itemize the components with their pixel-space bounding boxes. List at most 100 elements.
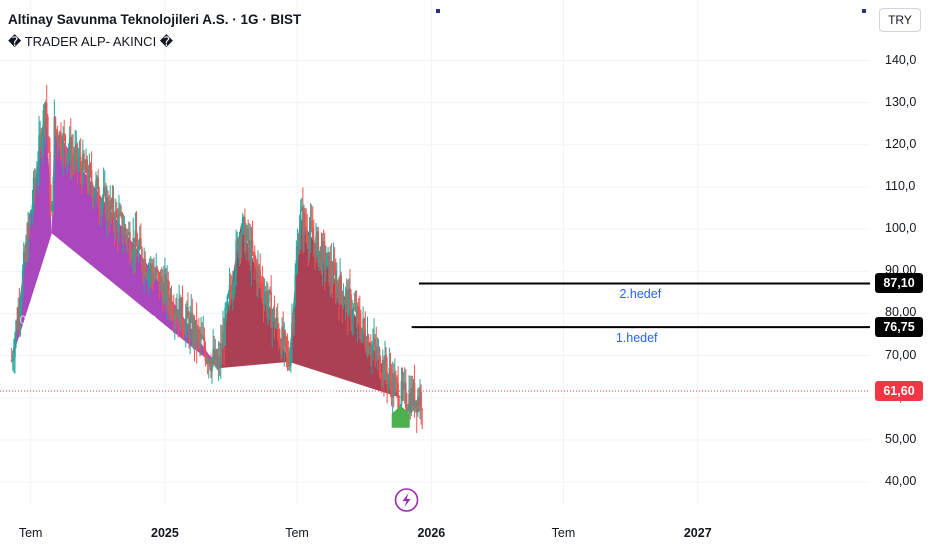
candle-body xyxy=(391,373,394,398)
candle-body xyxy=(363,318,366,330)
candle-body xyxy=(280,344,282,356)
candle-body xyxy=(38,135,40,168)
candle-body xyxy=(415,400,418,413)
candle-body xyxy=(214,350,217,363)
candle-body xyxy=(65,149,68,161)
candle-body xyxy=(225,307,228,309)
candle-body xyxy=(267,302,269,310)
candle-body xyxy=(193,321,196,342)
candle-body xyxy=(212,349,214,359)
candle-body xyxy=(274,323,277,328)
candle-body xyxy=(388,368,391,376)
current-price-badge: 61,60 xyxy=(875,380,923,401)
candle-body xyxy=(281,326,283,356)
candle-body xyxy=(286,348,289,352)
candle-body xyxy=(203,336,206,349)
candle-body xyxy=(343,303,346,305)
candle-body xyxy=(156,267,159,272)
candle-body xyxy=(169,295,172,308)
y-tick-label: 120,0 xyxy=(885,136,917,151)
candle-body xyxy=(16,321,18,327)
candle-body xyxy=(218,356,221,364)
candle-body xyxy=(98,201,101,207)
candle-body xyxy=(112,197,115,221)
candle-body xyxy=(353,307,356,309)
candle-body xyxy=(86,159,89,181)
candle-body xyxy=(303,212,305,236)
candle-body xyxy=(236,239,239,242)
candle-body xyxy=(319,246,322,251)
candle-body xyxy=(321,241,324,271)
candle-body xyxy=(298,229,301,252)
candle-body xyxy=(390,379,393,398)
indicator-name[interactable]: � TRADER ALP- AKINCI � xyxy=(8,34,174,49)
candle-body xyxy=(88,165,91,188)
candle-body xyxy=(178,298,180,322)
candle-body xyxy=(244,217,246,251)
candle-body xyxy=(373,338,375,345)
y-tick-label: 50,00 xyxy=(885,431,917,446)
candle-body xyxy=(79,156,82,169)
candle-body xyxy=(155,267,157,276)
candle-body xyxy=(157,271,160,273)
candle-body xyxy=(141,248,143,266)
candle-body xyxy=(11,360,14,362)
candle-body xyxy=(20,295,23,306)
candle-body xyxy=(221,343,223,349)
candle-body xyxy=(334,270,337,293)
candle-body xyxy=(364,329,367,345)
candle-body xyxy=(248,239,251,246)
candle-body xyxy=(380,376,383,378)
candle-body xyxy=(256,265,258,283)
candle-body xyxy=(82,153,84,184)
candle-body xyxy=(140,238,142,249)
candle-body xyxy=(259,270,261,280)
candle-body xyxy=(101,199,104,203)
candle-body xyxy=(308,234,311,248)
candle-body xyxy=(123,227,126,235)
candle-body xyxy=(356,306,359,323)
candle-body xyxy=(72,154,74,158)
candle-body xyxy=(419,391,421,406)
candle-body xyxy=(26,242,28,258)
y-tick-label: 110,0 xyxy=(885,178,916,193)
candle-body xyxy=(210,366,212,372)
candle-body xyxy=(294,274,297,303)
candle-body xyxy=(309,220,312,235)
currency-button[interactable]: TRY xyxy=(879,8,921,32)
candle-body xyxy=(163,281,165,304)
candle-body xyxy=(311,227,314,240)
candle-body xyxy=(143,258,145,274)
candle-body xyxy=(332,262,335,283)
candle-body xyxy=(412,382,415,406)
candle-body xyxy=(131,256,133,258)
candle-body xyxy=(207,359,210,364)
symbol-title[interactable]: Altinay Savunma Teknolojileri A.S. · 1G … xyxy=(8,12,302,27)
candle-body xyxy=(109,200,112,221)
candle-body xyxy=(329,261,332,283)
candle-body xyxy=(365,344,368,353)
candle-body xyxy=(10,359,13,361)
candle-body xyxy=(402,383,405,390)
candle-body xyxy=(371,345,373,355)
candle-body xyxy=(19,305,22,317)
candle-body xyxy=(313,239,315,243)
candle-body xyxy=(184,318,187,333)
candle-body xyxy=(119,212,121,215)
candle-body xyxy=(337,281,339,290)
candle-body xyxy=(29,212,32,223)
candle-body xyxy=(272,308,275,316)
candle-body xyxy=(147,269,150,278)
candle-body xyxy=(66,154,69,161)
x-tick-label: Tem xyxy=(285,526,309,540)
candle-body xyxy=(367,337,370,354)
x-tick-label: Tem xyxy=(18,526,43,540)
candle-body xyxy=(302,206,304,236)
candle-body xyxy=(84,165,86,173)
candle-body xyxy=(110,200,113,209)
candle-body xyxy=(322,241,325,246)
candle-body xyxy=(413,382,416,409)
candle-body xyxy=(285,337,288,349)
candle-body xyxy=(33,177,36,185)
